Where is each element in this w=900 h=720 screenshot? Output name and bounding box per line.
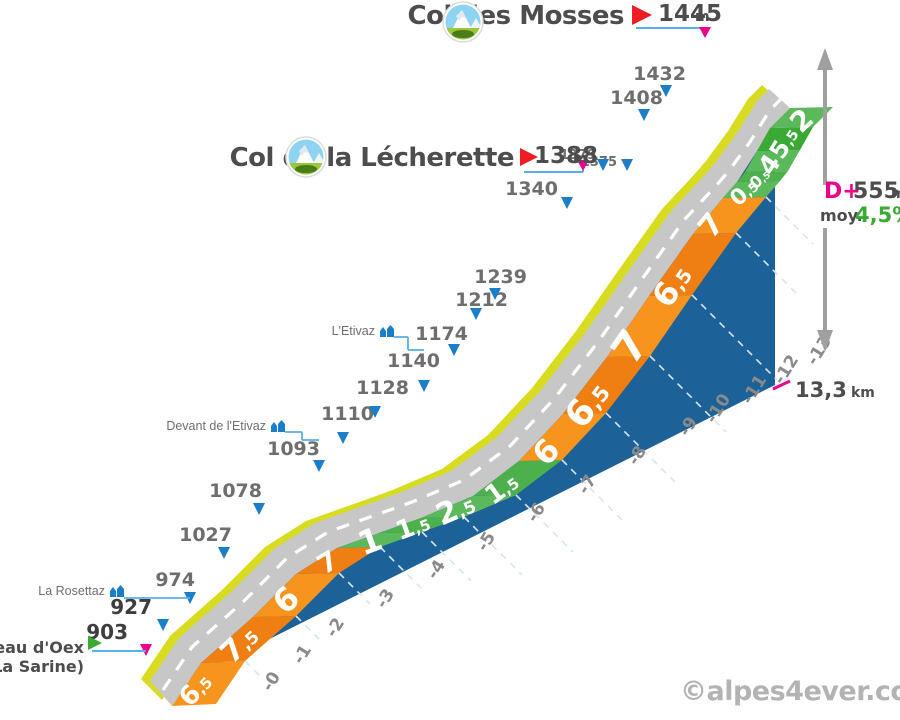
elevation-marker — [218, 547, 230, 559]
elevation-marker — [489, 288, 501, 300]
summit-flag-icon — [632, 5, 652, 25]
dplus-value: 555 — [853, 179, 899, 204]
gradient-blocks — [172, 107, 833, 706]
summit-altitude: 1445 — [658, 1, 722, 27]
start-flag-icon — [88, 636, 102, 650]
elevation-marker — [597, 159, 609, 171]
elevation-label: 1140 — [387, 350, 440, 372]
elevation-label: 1379 — [560, 148, 596, 163]
mountain-pass-icon — [442, 1, 484, 43]
distance-tick — [772, 379, 791, 391]
distance-unit: km — [851, 385, 875, 401]
watermark: ©alpes4ever.com — [680, 676, 900, 707]
distance-panel: 13,3 km — [772, 378, 875, 402]
village-icon — [271, 420, 285, 432]
summit-altitude-unit: m — [695, 9, 710, 25]
elevation-label: 927 — [110, 595, 152, 619]
stats-panel: D+ 555 m moy. 4,5% — [817, 48, 900, 352]
elevation-marker — [313, 460, 325, 472]
elevation-gain-arrow — [817, 48, 833, 352]
elevation-marker — [448, 344, 460, 356]
elevation-label: 1212 — [455, 289, 508, 311]
start-point-group: Château d'Oex (La Sarine) — [0, 636, 146, 676]
distance-value: 13,3 — [795, 378, 847, 402]
place-label: Devant de l'Etivaz — [166, 419, 266, 433]
place-label: L'Etivaz — [332, 324, 375, 338]
summit-marker — [577, 160, 589, 171]
elevation-label: 1174 — [415, 323, 468, 345]
summit-marker — [699, 27, 711, 38]
elevation-marker — [337, 432, 349, 444]
summit-flag-icon — [520, 148, 538, 166]
village-icon — [110, 585, 124, 597]
place-labels: La Rosettaz Devant de l'Etivaz — [38, 324, 424, 599]
moy-label: moy. — [820, 206, 863, 225]
elevation-marker — [660, 85, 672, 97]
elevation-label: 1239 — [474, 266, 527, 288]
km-grid-lines — [244, 196, 814, 679]
dplus-label: D+ — [824, 179, 861, 204]
elevation-label: 1078 — [209, 480, 262, 502]
elevation-label: 1110 — [321, 403, 374, 425]
elevation-label: 1128 — [356, 377, 409, 399]
elevation-marker — [470, 308, 482, 320]
place-label: La Rosettaz — [38, 584, 105, 598]
elevation-marker — [253, 503, 265, 515]
elevation-marker — [638, 109, 650, 121]
summit-col-de-la-lecherette: Col de la Lécherette 1388 m — [230, 136, 598, 178]
elevation-label: 1432 — [633, 63, 686, 85]
elevation-marker — [157, 619, 169, 631]
elevation-label: 1093 — [267, 438, 320, 460]
elevation-label: 1027 — [179, 524, 232, 546]
elevation-markers: 903 927 974 1027 1078 1093 1110 1128 114 — [86, 63, 686, 656]
elevation-label: 974 — [155, 569, 195, 591]
summit-altitude-unit: m — [573, 151, 588, 167]
start-label-line2: (La Sarine) — [0, 657, 84, 676]
summit-name: Col des Mosses — [408, 1, 625, 31]
elevation-marker — [621, 159, 633, 171]
dplus-unit: m — [891, 186, 900, 202]
village-icon — [380, 325, 394, 337]
road-surface — [141, 85, 790, 706]
elevation-marker — [418, 380, 430, 392]
summit-col-des-mosses: Col des Mosses 1445 m — [408, 1, 722, 43]
elevation-tick-dash: - — [621, 153, 626, 168]
elevation-marker — [561, 197, 573, 209]
elevation-marker — [369, 406, 381, 418]
summit-name: Col de la Lécherette — [230, 143, 514, 173]
elevation-label: 1340 — [505, 178, 558, 200]
summit-altitude: 1388 — [534, 143, 598, 169]
moy-value: 4,5% — [855, 203, 900, 227]
mountain-pass-icon — [285, 136, 327, 178]
elevation-label: 1408 — [610, 87, 663, 109]
start-label-line1: Château d'Oex — [0, 638, 85, 657]
